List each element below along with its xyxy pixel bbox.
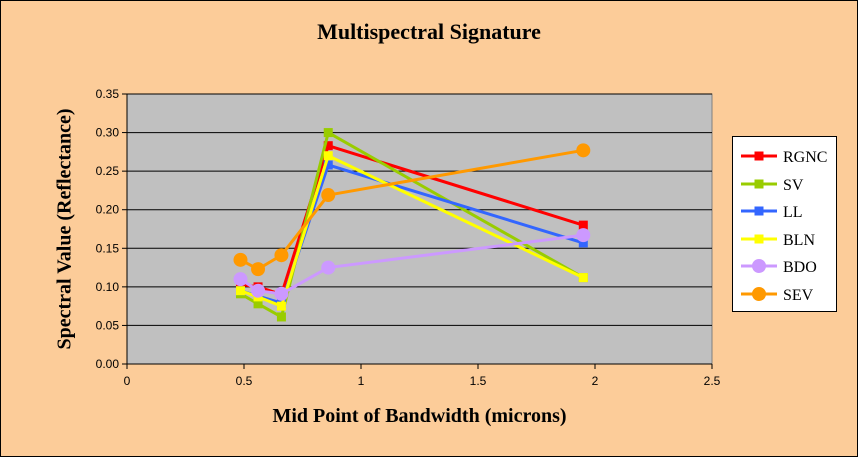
data-point [578, 238, 588, 248]
legend-item-bdo: BDO [733, 253, 836, 279]
legend-swatch [741, 286, 777, 301]
data-point [235, 286, 245, 296]
data-point [578, 273, 588, 283]
data-point [233, 252, 248, 267]
y-tick-label: 0.30 [96, 126, 120, 140]
legend-swatch-marker [754, 206, 764, 216]
legend-label: BDO [783, 259, 817, 276]
legend: RGNC SV LL BLN BDO SEV [732, 136, 837, 312]
legend-swatch-marker [752, 259, 766, 273]
y-tick-label: 0.20 [96, 203, 120, 217]
data-point [323, 151, 333, 161]
data-point [323, 141, 333, 151]
data-point [323, 128, 333, 138]
data-point [274, 248, 289, 263]
legend-label: LL [783, 204, 803, 221]
axes: 0.00 0.05 0.10 0.15 0.20 0.25 0.30 0.35 0 0.5 1 1.5… [96, 87, 721, 388]
data-point [251, 262, 266, 277]
legend-label: SEV [783, 286, 814, 304]
data-point [321, 260, 336, 275]
y-tick-label: 0.25 [96, 164, 120, 178]
legend-label: SV [783, 176, 804, 194]
data-point [276, 301, 286, 311]
x-axis-label: Mid Point of Bandwidth (microns) [272, 405, 567, 427]
data-point [576, 143, 591, 158]
legend-swatch [741, 234, 777, 243]
series-lines [233, 128, 591, 322]
data-point [323, 160, 333, 170]
x-tick-label: 1.5 [470, 374, 487, 388]
x-tick-label: 2.5 [704, 374, 721, 388]
legend-item-rgnc: RGNC [733, 143, 836, 169]
x-tick-label: 0.5 [236, 374, 253, 388]
data-point [233, 272, 248, 287]
legend-swatch [741, 259, 777, 273]
data-point [251, 283, 266, 298]
y-tick-label: 0.05 [96, 318, 120, 332]
legend-swatch-marker [754, 179, 764, 188]
y-axis-label: Spectral Value (Reflectance) [53, 108, 76, 350]
data-point [321, 188, 336, 203]
legend-swatch-marker [752, 286, 766, 301]
legend-item-bln: BLN [733, 226, 836, 252]
legend-swatch-marker [754, 151, 764, 161]
series-bdo [233, 228, 591, 301]
legend-item-sv: SV [733, 171, 836, 197]
y-tick-label: 0.15 [96, 241, 120, 255]
data-point [253, 299, 263, 309]
legend-item-sev: SEV [733, 281, 836, 307]
legend-swatch-marker [754, 234, 764, 243]
x-tick-label: 0 [124, 374, 131, 388]
data-point [274, 286, 289, 301]
legend-item-ll: LL [733, 198, 836, 224]
y-tick-label: 0.00 [96, 357, 120, 371]
data-point [576, 228, 591, 243]
x-tick-label: 2 [592, 374, 599, 388]
x-tick-label: 1 [358, 374, 365, 388]
legend-swatch [741, 179, 777, 188]
y-tick-label: 0.35 [96, 87, 120, 101]
legend-swatch [741, 206, 777, 216]
data-point [276, 312, 286, 322]
series-sev [233, 143, 591, 277]
plot-area [126, 93, 713, 365]
chart-title: Multispectral Signature [317, 19, 541, 44]
legend-swatch [741, 151, 777, 161]
legend-label: BLN [783, 231, 815, 249]
y-tick-label: 0.10 [96, 280, 120, 294]
legend-label: RGNC [783, 149, 828, 166]
grid-lines [127, 93, 712, 365]
data-point [578, 220, 588, 230]
